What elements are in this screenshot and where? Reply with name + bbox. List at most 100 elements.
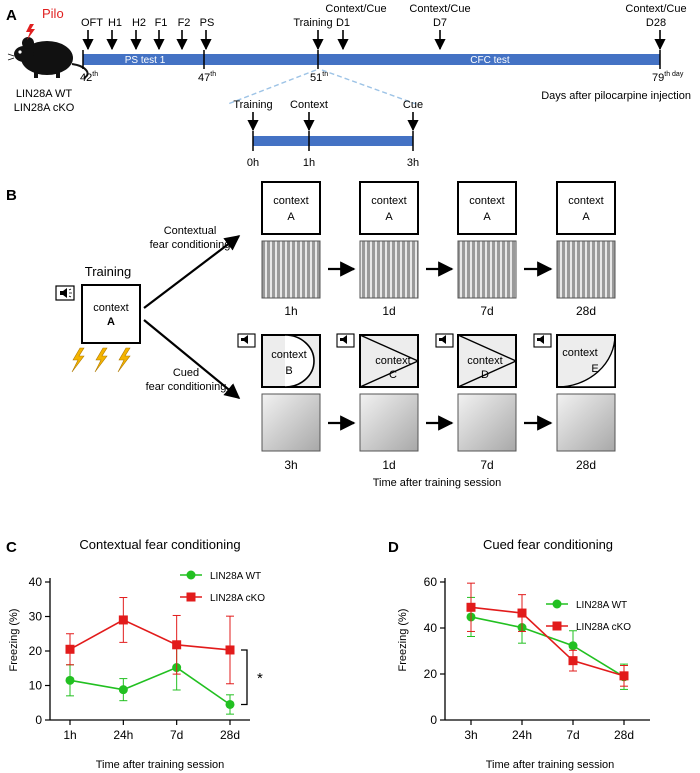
- time-label: 1d: [382, 458, 395, 472]
- x-tick-label: 24h: [113, 728, 133, 742]
- event-arrows: [82, 30, 666, 51]
- mouse-cko-label: LIN28A cKO: [14, 102, 75, 114]
- event-f2: F2: [178, 17, 191, 29]
- context-box: [359, 181, 419, 235]
- data-point: [65, 644, 75, 654]
- svg-text:context: context: [568, 195, 603, 207]
- speaker-icon: [55, 285, 75, 301]
- context-letter: D: [481, 369, 489, 381]
- context-letter: A: [582, 211, 590, 223]
- data-point: [225, 699, 235, 709]
- data-point: [118, 685, 128, 695]
- svg-text:context: context: [271, 349, 306, 361]
- bar-label-ps: PS test 1: [125, 55, 166, 66]
- context-letter: B: [285, 365, 292, 377]
- mouse-icon: [7, 37, 89, 79]
- day-42: 42th: [80, 71, 98, 84]
- time-label: 1d: [382, 304, 395, 318]
- event-d28: D28: [646, 17, 666, 29]
- svg-text:context: context: [375, 355, 410, 367]
- time-label: 28d: [576, 458, 596, 472]
- day-51: 51th: [310, 71, 328, 84]
- legend-label: LIN28A WT: [576, 600, 627, 611]
- legend-marker: [552, 621, 562, 631]
- significance-star: *: [257, 670, 263, 687]
- contextual-label-2: fear conditioning: [150, 239, 231, 251]
- mouse-wt-label: LIN28A WT: [16, 88, 73, 100]
- context-letter: A: [483, 211, 491, 223]
- arena-photo: [359, 240, 419, 299]
- series-line: [69, 619, 231, 651]
- panel-b-xlabel: Time after training session: [373, 477, 502, 489]
- panel-a: A Pilo LIN28A WT LIN28A cKO PS test 1 CF…: [6, 3, 691, 169]
- training-context-box: [81, 284, 141, 344]
- time-label: 28d: [576, 304, 596, 318]
- svg-text:context: context: [562, 347, 597, 359]
- arena-photo: [556, 393, 616, 452]
- context-box: [359, 334, 419, 388]
- data-point: [619, 671, 629, 681]
- y-tick-label: 60: [424, 575, 438, 589]
- data-point: [65, 675, 75, 685]
- context-letter: A: [287, 211, 295, 223]
- event-cc-d1: Context/Cue: [325, 3, 386, 15]
- context-letter: E: [591, 363, 598, 375]
- sub-tick-1h: 1h: [303, 157, 315, 169]
- data-point: [172, 640, 182, 650]
- sub-timeline-bar: [253, 136, 413, 146]
- chart-c-plot: 0 10 20 30 40 1h 24h 7d 28d LIN28A WT LIN28A cKO *: [29, 570, 265, 742]
- arena-photo: [359, 393, 419, 452]
- significance-bracket: [241, 649, 248, 706]
- event-d7: D7: [433, 17, 447, 29]
- context-box: [261, 181, 321, 235]
- data-point: [466, 602, 476, 612]
- legend-marker: [186, 570, 196, 580]
- series-line: [69, 666, 231, 706]
- training-label: Training: [85, 264, 131, 279]
- arena-photo: [457, 393, 517, 452]
- data-point: [568, 641, 578, 651]
- timeline-bar: [83, 54, 660, 65]
- panel-c: C Contextual fear conditioning Freezing …: [6, 537, 265, 771]
- time-label: 7d: [480, 304, 493, 318]
- contextual-row: context A 1h context A 1d context A 7d c…: [261, 181, 616, 318]
- time-label: 1h: [284, 304, 297, 318]
- x-tick-label: 7d: [170, 728, 183, 742]
- cued-label-2: fear conditioning: [146, 381, 227, 393]
- x-tick-label: 28d: [220, 728, 240, 742]
- y-tick-label: 0: [430, 713, 437, 727]
- event-cc-d7: Context/Cue: [409, 3, 470, 15]
- chart-c-ylabel: Freezing (%): [8, 609, 20, 672]
- speaker-icon: [237, 333, 552, 348]
- svg-text:context: context: [371, 195, 406, 207]
- event-d1: D1: [336, 17, 350, 29]
- legend-label: LIN28A WT: [210, 571, 261, 582]
- chart-d-plot: 0 20 40 60 3h 24h 7d 28d LIN28A WT LIN28A cKO: [424, 575, 650, 742]
- data-point: [118, 615, 128, 625]
- event-cc-d28: Context/Cue: [625, 3, 686, 15]
- time-label: 3h: [284, 458, 297, 472]
- sub-tick-0h: 0h: [247, 157, 259, 169]
- y-tick-label: 20: [424, 667, 438, 681]
- training-context-letter: A: [107, 316, 115, 328]
- chart-d-ylabel: Freezing (%): [397, 609, 409, 672]
- event-ps: PS: [200, 17, 215, 29]
- legend-marker: [186, 592, 196, 602]
- cued-row: context B 3h context C 1d context D 7d c…: [237, 333, 616, 472]
- event-h2: H2: [132, 17, 146, 29]
- chart-d-title: Cued fear conditioning: [483, 537, 613, 552]
- panel-c-label: C: [6, 539, 17, 556]
- day-79: 79th day: [652, 71, 684, 84]
- event-oft: OFT: [81, 17, 103, 29]
- timeline-caption: Days after pilocarpine injection: [541, 90, 691, 102]
- pilo-label: Pilo: [42, 6, 64, 21]
- svg-text:context: context: [469, 195, 504, 207]
- x-tick-label: 1h: [63, 728, 76, 742]
- chart-c-title: Contextual fear conditioning: [79, 537, 240, 552]
- data-point: [568, 656, 578, 666]
- svg-text:context: context: [467, 355, 502, 367]
- y-tick-label: 0: [35, 713, 42, 727]
- y-tick-label: 10: [29, 679, 43, 693]
- panel-b: B Training context A Contextual fear con…: [6, 181, 616, 489]
- svg-text:context: context: [273, 195, 308, 207]
